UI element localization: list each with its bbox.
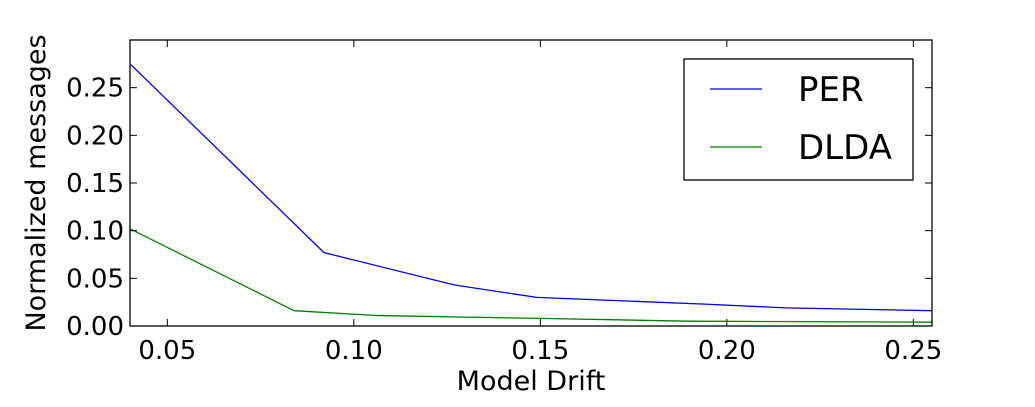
- legend: PER DLDA: [683, 58, 914, 181]
- y-tick-label: 0.15: [66, 169, 124, 199]
- series-line-per: [129, 63, 933, 312]
- plot-marks: [129, 63, 933, 323]
- y-tick-label: 0.00: [66, 312, 124, 342]
- x-tick-label: 0.15: [511, 336, 569, 366]
- x-axis-label: Model Drift: [457, 366, 606, 397]
- axis-ticks: 0.05 0.10 0.15 0.20 0.25 0.00 0.05 0.10 0.15 0.20…: [66, 40, 942, 366]
- y-tick-label: 0.05: [66, 264, 124, 294]
- x-tick-label: 0.10: [325, 336, 383, 366]
- y-tick-label: 0.25: [66, 74, 124, 104]
- x-tick-label: 0.05: [138, 336, 196, 366]
- x-tick-label: 0.25: [884, 336, 942, 366]
- legend-label-dlda: DLDA: [798, 128, 892, 168]
- legend-label-per: PER: [798, 70, 864, 110]
- legend-frame: [683, 58, 914, 181]
- series-line-dlda: [129, 228, 933, 323]
- x-tick-label: 0.20: [698, 336, 756, 366]
- y-tick-label: 0.10: [66, 217, 124, 247]
- y-axis-label: Normalized messages: [21, 34, 52, 331]
- y-tick-label: 0.20: [66, 121, 124, 151]
